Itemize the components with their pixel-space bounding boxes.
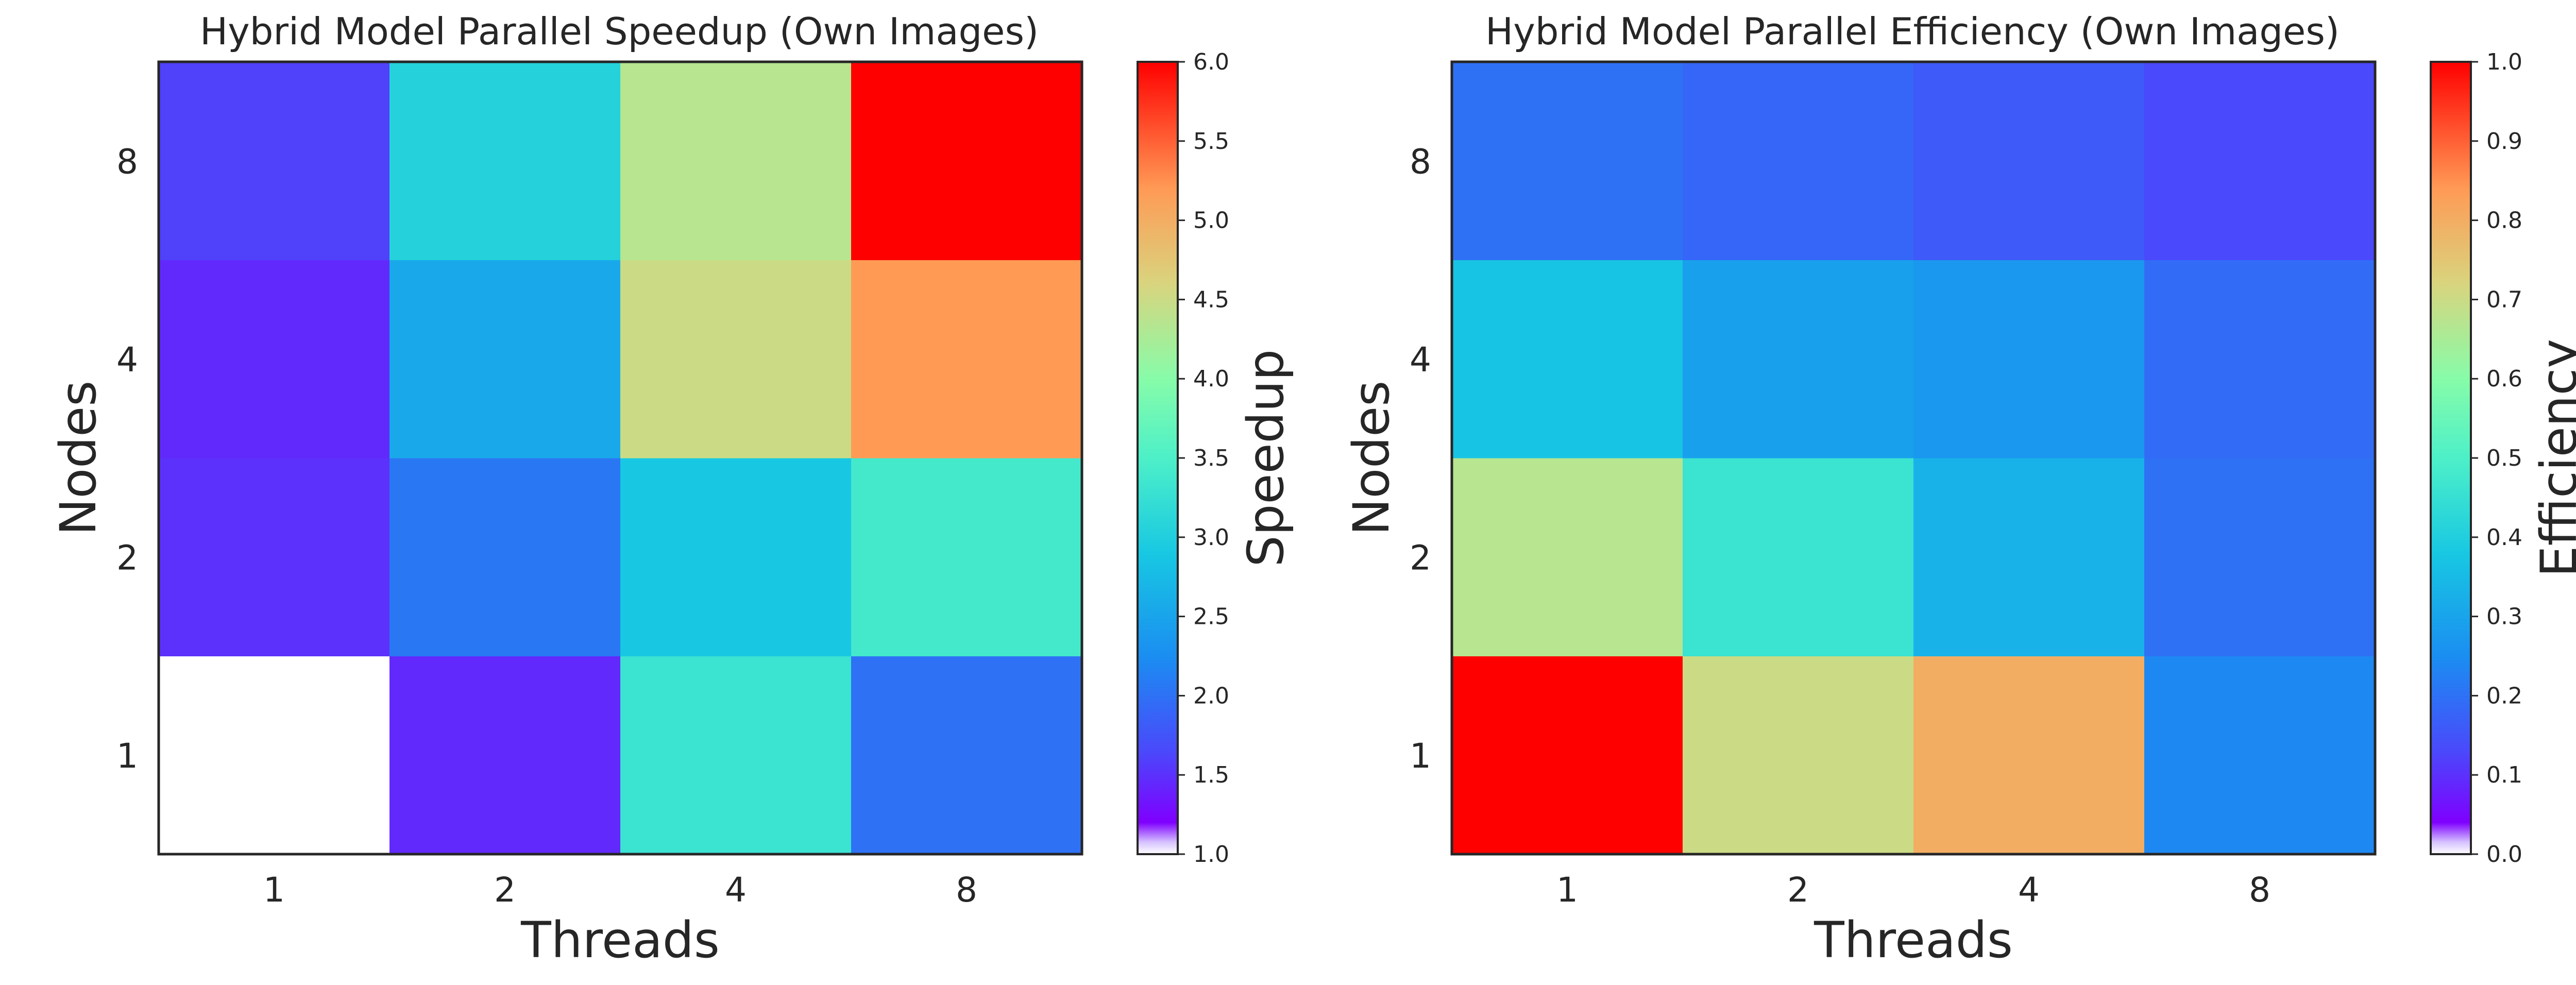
heatmap-cell — [389, 656, 621, 855]
heatmap-cell — [159, 62, 390, 260]
y-tick-label: 8 — [116, 142, 138, 181]
y-tick-label: 1 — [116, 736, 138, 776]
colorbar-tick-label: 2.5 — [1193, 604, 1229, 630]
y-tick-label: 8 — [1410, 142, 1431, 181]
heatmap-cell — [1913, 62, 2145, 260]
colorbar-tick-label: 0.5 — [2486, 445, 2522, 471]
heatmap-cell — [389, 62, 621, 260]
colorbar-tick-labels: 1.0 1.5 2.0 2.5 3.0 3.5 4.0 4.5 5.0 5.5 6.0 — [1178, 49, 1229, 868]
colorbar-tick-label: 1.5 — [1193, 762, 1229, 788]
colorbar-tick-label: 4.5 — [1193, 286, 1229, 313]
plot-frame — [157, 60, 1083, 856]
x-tick-label: 8 — [956, 870, 977, 910]
colorbar-tick-label: 0.6 — [2486, 366, 2522, 392]
colorbar — [2430, 61, 2472, 855]
colorbar-tick-label: 0.4 — [2486, 524, 2522, 551]
heatmap-cell — [159, 656, 390, 855]
heatmap-cell — [620, 656, 852, 855]
x-tick-labels: 1 2 4 8 — [263, 870, 977, 910]
y-tick-label: 4 — [116, 340, 138, 380]
colorbar-tick-label: 5.0 — [1193, 208, 1229, 234]
heatmap-cell — [2144, 62, 2376, 260]
x-tick-label: 2 — [494, 870, 516, 910]
colorbar-tick-label: 3.0 — [1193, 524, 1229, 551]
heatmap-cell — [1683, 656, 1914, 855]
heatmap-cell — [851, 62, 1082, 260]
y-tick-labels: 1 2 4 8 — [116, 142, 138, 776]
colorbar-tick-label: 2.0 — [1193, 683, 1229, 709]
heatmap-cell — [1452, 62, 1683, 260]
heatmap-cell — [2144, 260, 2376, 458]
colorbar-tick-label: 0.1 — [2486, 762, 2522, 788]
colorbar-tick-labels: 0.0 0.1 0.2 0.3 0.4 0.5 0.6 0.7 0.8 0.9 1.0 — [2471, 49, 2522, 868]
y-tick-label: 2 — [1410, 538, 1431, 578]
heatmap-cells — [1452, 62, 2376, 855]
heatmap-cell — [389, 458, 621, 656]
colorbar-tick-label: 0.0 — [2486, 841, 2522, 868]
heatmap-cell — [1913, 656, 2145, 855]
heatmap-cells — [159, 62, 1082, 855]
heatmap-cell — [851, 458, 1082, 656]
heatmap-cell — [159, 260, 390, 458]
chart-title: Hybrid Model Parallel Efficiency (Own Im… — [1485, 10, 2340, 53]
heatmap-cell — [851, 656, 1082, 855]
heatmap-cell — [620, 62, 852, 260]
heatmap-cell — [1452, 656, 1683, 855]
colorbar-tick-label: 0.3 — [2486, 604, 2522, 630]
heatmap-cell — [1683, 62, 1914, 260]
speedup-heatmap-panel: Hybrid Model Parallel Speedup (Own Image… — [49, 10, 1295, 969]
heatmap-cell — [1452, 260, 1683, 458]
x-tick-label: 4 — [725, 870, 747, 910]
heatmap-cell — [1913, 458, 2145, 656]
heatmap-cell — [389, 260, 621, 458]
colorbar-tick-label: 6.0 — [1193, 49, 1229, 75]
colorbar-label: Speedup — [1237, 349, 1295, 567]
heatmap-cell — [620, 260, 852, 458]
colorbar — [1137, 61, 1179, 855]
heatmap-cell — [159, 458, 390, 656]
x-axis-label: Threads — [1814, 911, 2013, 969]
x-tick-label: 8 — [2249, 870, 2270, 910]
colorbar-tick-label: 0.7 — [2486, 286, 2522, 313]
y-tick-labels: 1 2 4 8 — [1410, 142, 1431, 776]
y-tick-label: 1 — [1410, 736, 1431, 776]
colorbar-label: Efficiency — [2530, 339, 2576, 577]
x-tick-label: 1 — [263, 870, 285, 910]
colorbar-tick-label: 5.5 — [1193, 128, 1229, 155]
colorbar-tick-label: 3.5 — [1193, 445, 1229, 471]
y-axis-label: Nodes — [1343, 381, 1400, 536]
x-tick-label: 1 — [1556, 870, 1578, 910]
colorbar-tick-label: 4.0 — [1193, 366, 1229, 392]
heatmap-cell — [1452, 458, 1683, 656]
heatmap-cell — [851, 260, 1082, 458]
x-tick-labels: 1 2 4 8 — [1556, 870, 2270, 910]
colorbar-tick-label: 1.0 — [1193, 841, 1229, 868]
y-axis-label: Nodes — [49, 381, 107, 536]
heatmap-cell — [2144, 458, 2376, 656]
y-tick-label: 4 — [1410, 340, 1431, 380]
heatmap-cell — [2144, 656, 2376, 855]
colorbar-tick-label: 0.8 — [2486, 208, 2522, 234]
heatmap-cell — [1913, 260, 2145, 458]
colorbar-tick-label: 1.0 — [2486, 49, 2522, 75]
y-tick-label: 2 — [116, 538, 138, 578]
colorbar-tick-label: 0.9 — [2486, 128, 2522, 155]
heatmap-cell — [1683, 260, 1914, 458]
colorbar-tick-label: 0.2 — [2486, 683, 2522, 709]
x-tick-label: 2 — [1787, 870, 1809, 910]
chart-title: Hybrid Model Parallel Speedup (Own Image… — [200, 10, 1039, 53]
heatmap-cell — [620, 458, 852, 656]
efficiency-heatmap-panel: Hybrid Model Parallel Efficiency (Own Im… — [1343, 10, 2576, 969]
x-tick-label: 4 — [2018, 870, 2040, 910]
x-axis-label: Threads — [520, 911, 720, 969]
plot-frame — [1450, 60, 2377, 856]
heatmap-cell — [1683, 458, 1914, 656]
